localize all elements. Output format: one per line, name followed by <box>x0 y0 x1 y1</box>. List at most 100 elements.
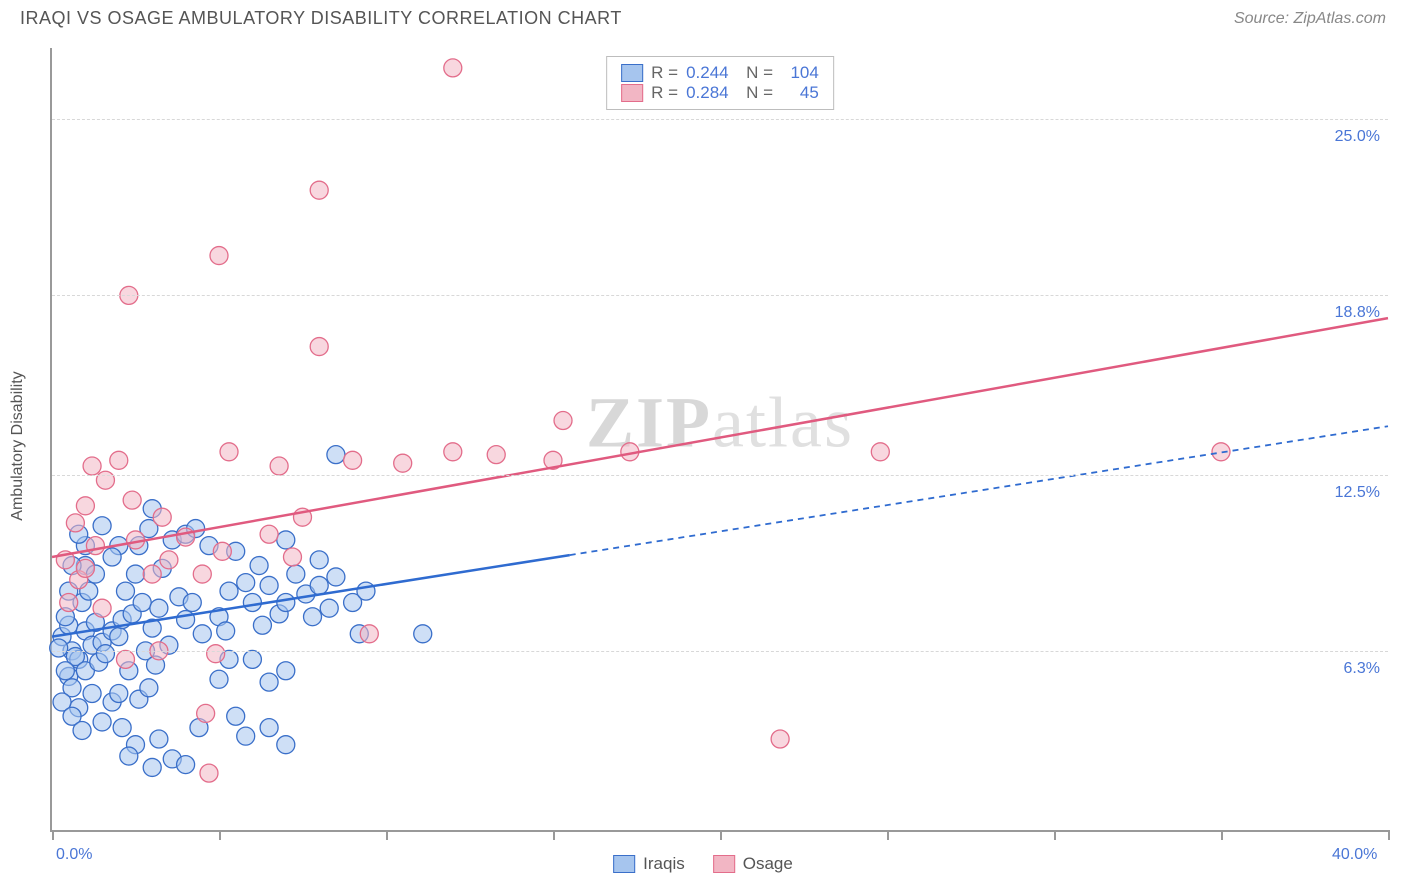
data-point <box>304 608 322 626</box>
legend-n-value: 104 <box>781 63 819 83</box>
data-point <box>96 645 114 663</box>
data-point <box>127 565 145 583</box>
legend-swatch <box>613 855 635 873</box>
data-point <box>250 557 268 575</box>
data-point <box>76 559 94 577</box>
data-point <box>93 599 111 617</box>
data-point <box>310 551 328 569</box>
data-point <box>103 548 121 566</box>
data-point <box>123 491 141 509</box>
data-point <box>260 525 278 543</box>
data-point <box>444 59 462 77</box>
data-point <box>113 719 131 737</box>
data-point <box>277 594 295 612</box>
data-point <box>394 454 412 472</box>
x-tick <box>386 830 388 840</box>
data-point <box>207 645 225 663</box>
data-point <box>487 446 505 464</box>
data-point <box>344 451 362 469</box>
data-point <box>260 673 278 691</box>
data-point <box>277 662 295 680</box>
data-point <box>93 713 111 731</box>
data-point <box>143 758 161 776</box>
x-tick <box>1054 830 1056 840</box>
data-point <box>150 599 168 617</box>
data-point <box>120 747 138 765</box>
data-point <box>327 446 345 464</box>
legend-row: R = 0.284 N = 45 <box>621 83 819 103</box>
legend-r-label: R = <box>651 63 678 83</box>
legend-swatch <box>621 64 643 82</box>
y-tick-label: 25.0% <box>1335 128 1380 146</box>
series-name: Iraqis <box>643 854 685 874</box>
gridline <box>52 295 1388 296</box>
data-point <box>183 594 201 612</box>
data-point <box>320 599 338 617</box>
legend-row: R = 0.244 N = 104 <box>621 63 819 83</box>
x-tick-label: 0.0% <box>56 846 92 864</box>
y-tick-label: 12.5% <box>1335 484 1380 502</box>
x-tick <box>887 830 889 840</box>
data-point <box>76 497 94 515</box>
legend-n-label: N = <box>737 83 773 103</box>
legend-r-label: R = <box>651 83 678 103</box>
data-point <box>66 514 84 532</box>
x-tick <box>1388 830 1390 840</box>
data-point <box>357 582 375 600</box>
data-point <box>871 443 889 461</box>
data-point <box>310 576 328 594</box>
data-point <box>310 338 328 356</box>
data-point <box>110 685 128 703</box>
series-legend-item: Iraqis <box>613 854 685 874</box>
x-tick <box>219 830 221 840</box>
data-point <box>210 247 228 265</box>
data-point <box>177 756 195 774</box>
data-point <box>83 457 101 475</box>
data-point <box>310 181 328 199</box>
chart-title: IRAQI VS OSAGE AMBULATORY DISABILITY COR… <box>20 8 622 29</box>
data-point <box>143 565 161 583</box>
data-point <box>110 628 128 646</box>
x-tick <box>52 830 54 840</box>
legend-n-value: 45 <box>781 83 819 103</box>
x-tick <box>553 830 555 840</box>
data-point <box>217 622 235 640</box>
series-legend-item: Osage <box>713 854 793 874</box>
correlation-legend: R = 0.244 N = 104 R = 0.284 N = 45 <box>606 56 834 110</box>
x-tick <box>1221 830 1223 840</box>
data-point <box>200 764 218 782</box>
data-point <box>277 736 295 754</box>
data-point <box>327 568 345 586</box>
data-point <box>140 679 158 697</box>
data-point <box>197 704 215 722</box>
data-point <box>283 548 301 566</box>
data-point <box>360 625 378 643</box>
data-point <box>110 451 128 469</box>
data-point <box>771 730 789 748</box>
x-tick-label: 40.0% <box>1332 846 1377 864</box>
data-point <box>193 565 211 583</box>
data-point <box>220 582 238 600</box>
source-credit: Source: ZipAtlas.com <box>1234 10 1386 28</box>
data-point <box>60 594 78 612</box>
data-point <box>287 565 305 583</box>
scatter-svg <box>52 48 1388 830</box>
data-point <box>554 412 572 430</box>
legend-swatch <box>713 855 735 873</box>
gridline <box>52 475 1388 476</box>
data-point <box>243 594 261 612</box>
data-point <box>86 537 104 555</box>
data-point <box>444 443 462 461</box>
data-point <box>277 531 295 549</box>
data-point <box>150 730 168 748</box>
data-point <box>253 616 271 634</box>
data-point <box>270 457 288 475</box>
gridline <box>52 651 1388 652</box>
data-point <box>260 719 278 737</box>
data-point <box>260 576 278 594</box>
gridline <box>52 119 1388 120</box>
data-point <box>116 650 134 668</box>
data-point <box>193 625 211 643</box>
data-point <box>243 650 261 668</box>
series-name: Osage <box>743 854 793 874</box>
